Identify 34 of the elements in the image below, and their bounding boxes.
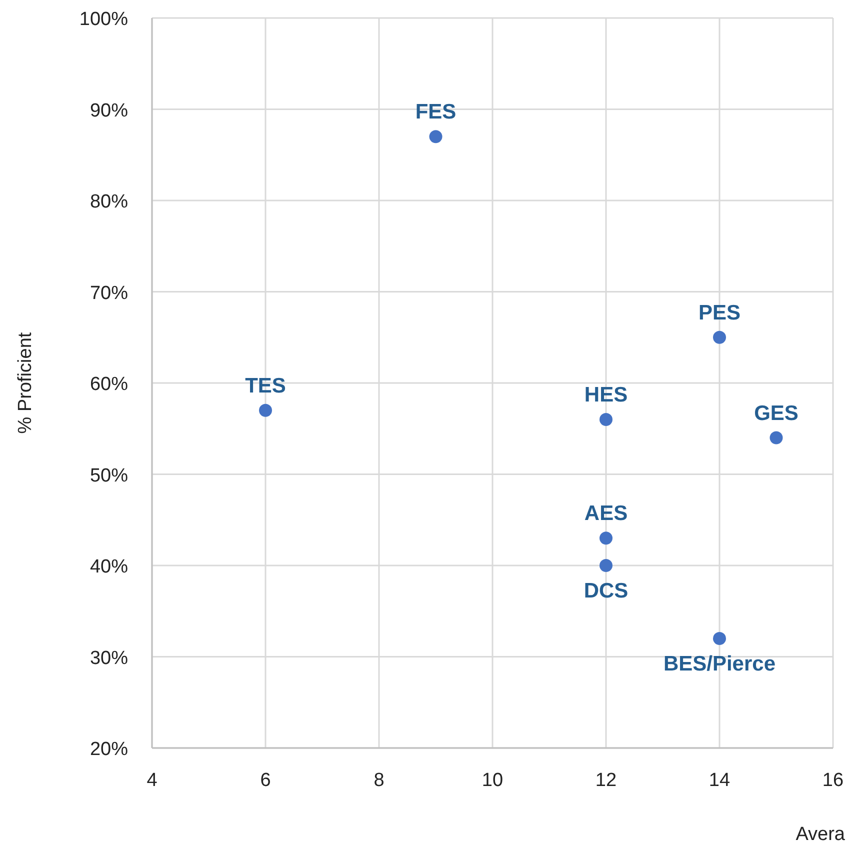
y-tick-label: 80% [90, 192, 128, 212]
annotation: AES [584, 502, 628, 526]
annotation: BES/Pierce [663, 652, 776, 676]
y-tick-label: 70% [90, 282, 128, 304]
point [713, 632, 726, 645]
point [770, 431, 783, 444]
x-tick-label: 16 [822, 770, 844, 791]
y-tick-label: 30% [90, 648, 128, 669]
x-tick-label: 4 [146, 770, 158, 791]
point [259, 404, 272, 417]
point [600, 532, 612, 545]
point [429, 130, 442, 144]
y-axis-title: % Proficient [15, 332, 36, 434]
y-tick-label: 90% [90, 100, 128, 122]
y-tick-label: 60% [90, 374, 128, 395]
point [600, 413, 612, 426]
y-tick-label: 100% [79, 9, 128, 30]
annotation: TES [245, 374, 286, 398]
point [600, 559, 612, 572]
x-tick-label: 6 [260, 770, 271, 791]
y-tick-label: 40% [90, 556, 128, 578]
x-tick-label: 8 [374, 770, 384, 791]
point [713, 330, 726, 344]
annotation: GES [754, 402, 798, 425]
x-tick-label: 10 [482, 770, 504, 791]
y-tick-label: 50% [90, 465, 128, 486]
annotation: HES [584, 384, 628, 406]
annotation: PES [698, 301, 741, 324]
x-axis-title: Avera [796, 824, 846, 845]
x-tick-label: 14 [708, 770, 730, 791]
y-tick-label: 20% [90, 739, 128, 760]
x-tick-label: 12 [595, 770, 617, 791]
annotation: FES [415, 100, 456, 124]
annotation: DCS [584, 580, 628, 602]
